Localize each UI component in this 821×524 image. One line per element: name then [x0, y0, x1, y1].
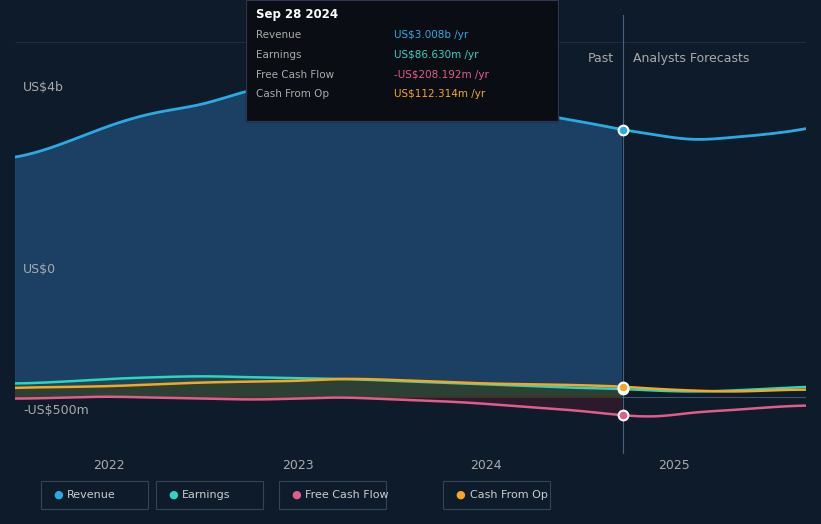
Text: Cash From Op: Cash From Op	[470, 489, 548, 500]
Text: ●: ●	[291, 489, 301, 500]
Text: ●: ●	[53, 489, 63, 500]
Text: -US$208.192m /yr: -US$208.192m /yr	[394, 70, 489, 80]
Text: Free Cash Flow: Free Cash Flow	[256, 70, 334, 80]
Text: Sep 28 2024: Sep 28 2024	[256, 8, 338, 21]
Text: Revenue: Revenue	[67, 489, 116, 500]
Text: Revenue: Revenue	[256, 30, 301, 40]
Text: Free Cash Flow: Free Cash Flow	[305, 489, 389, 500]
Text: US$4b: US$4b	[23, 81, 64, 94]
Text: Past: Past	[588, 52, 614, 66]
Text: Earnings: Earnings	[182, 489, 231, 500]
Text: Cash From Op: Cash From Op	[256, 90, 329, 100]
Text: US$86.630m /yr: US$86.630m /yr	[394, 50, 479, 60]
Text: -US$500m: -US$500m	[23, 404, 89, 417]
Text: Earnings: Earnings	[256, 50, 301, 60]
Text: US$0: US$0	[23, 264, 56, 276]
Text: US$3.008b /yr: US$3.008b /yr	[394, 30, 468, 40]
Text: Analysts Forecasts: Analysts Forecasts	[633, 52, 749, 66]
Text: US$112.314m /yr: US$112.314m /yr	[394, 90, 485, 100]
Text: ●: ●	[168, 489, 178, 500]
Text: ●: ●	[456, 489, 466, 500]
